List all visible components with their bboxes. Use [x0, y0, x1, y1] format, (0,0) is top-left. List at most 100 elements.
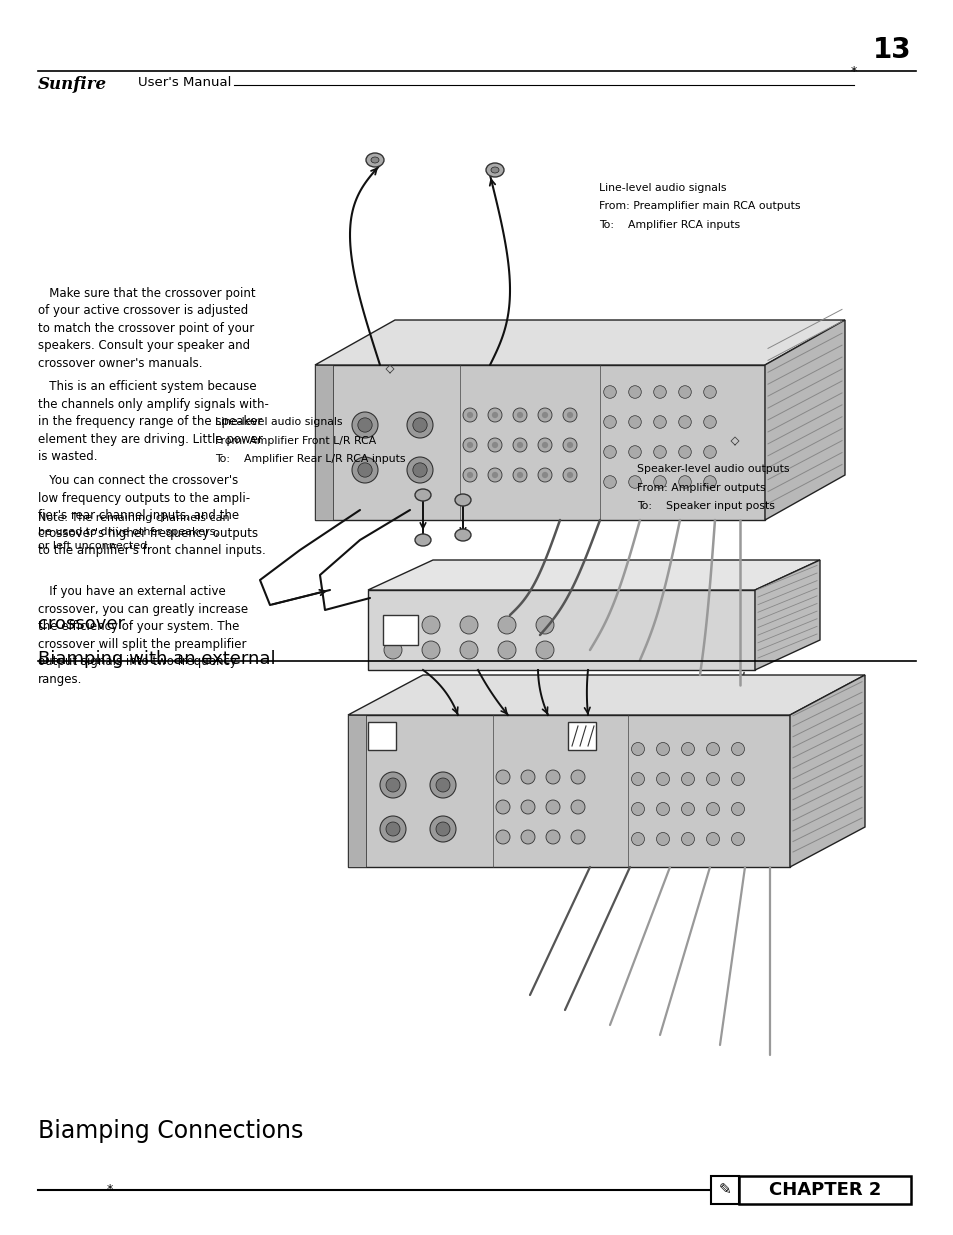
Circle shape [731, 832, 743, 846]
Circle shape [653, 446, 665, 458]
Text: *: * [850, 64, 856, 78]
Bar [567, 722, 596, 750]
Circle shape [357, 463, 372, 477]
Text: To:    Amplifier RCA inputs: To: Amplifier RCA inputs [598, 220, 740, 230]
Text: From: Amplifier outputs: From: Amplifier outputs [637, 483, 765, 493]
Circle shape [656, 742, 669, 756]
Circle shape [407, 457, 433, 483]
Ellipse shape [415, 534, 431, 546]
Circle shape [436, 778, 450, 792]
Circle shape [421, 641, 439, 659]
Circle shape [678, 446, 691, 458]
Circle shape [462, 408, 476, 422]
Text: From: Amplifier Front L/R RCA: From: Amplifier Front L/R RCA [214, 436, 375, 446]
Circle shape [628, 475, 640, 488]
Circle shape [562, 408, 577, 422]
Bar [382, 615, 417, 645]
Ellipse shape [455, 529, 471, 541]
Circle shape [731, 803, 743, 815]
Circle shape [496, 769, 510, 784]
Circle shape [566, 442, 573, 448]
Circle shape [537, 468, 552, 482]
Circle shape [421, 616, 439, 634]
Circle shape [466, 472, 473, 478]
Circle shape [628, 416, 640, 429]
Text: ✎: ✎ [718, 1182, 730, 1198]
Circle shape [352, 457, 377, 483]
Circle shape [571, 769, 584, 784]
Text: Biamping Connections: Biamping Connections [38, 1119, 303, 1142]
Circle shape [536, 641, 554, 659]
Circle shape [680, 832, 694, 846]
Polygon shape [314, 320, 844, 366]
Circle shape [520, 830, 535, 844]
Ellipse shape [491, 167, 498, 173]
Circle shape [562, 468, 577, 482]
Circle shape [517, 472, 522, 478]
Circle shape [517, 411, 522, 419]
Circle shape [706, 742, 719, 756]
Circle shape [653, 475, 665, 488]
Bar [314, 366, 333, 520]
Circle shape [545, 769, 559, 784]
Circle shape [462, 468, 476, 482]
Circle shape [413, 417, 427, 432]
Text: Make sure that the crossover point
of your active crossover is adjusted
to match: Make sure that the crossover point of yo… [38, 287, 255, 369]
Text: Note: The remaining channels can
be used to drive other speakers,
or left unconn: Note: The remaining channels can be used… [38, 513, 230, 551]
Polygon shape [368, 559, 820, 590]
Text: crossover: crossover [38, 615, 125, 634]
Circle shape [466, 442, 473, 448]
Circle shape [603, 446, 616, 458]
Text: Speaker-level audio outputs: Speaker-level audio outputs [637, 464, 789, 474]
Circle shape [680, 742, 694, 756]
Circle shape [631, 742, 644, 756]
Circle shape [545, 800, 559, 814]
Circle shape [520, 800, 535, 814]
Circle shape [656, 832, 669, 846]
Text: Line-level audio signals: Line-level audio signals [214, 417, 342, 427]
Bar [348, 715, 366, 867]
Ellipse shape [455, 494, 471, 506]
Text: This is an efficient system because
the channels only amplify signals with-
in t: This is an efficient system because the … [38, 380, 269, 463]
Text: You can connect the crossover's
low frequency outputs to the ampli-
fier's rear : You can connect the crossover's low freq… [38, 474, 266, 557]
Circle shape [541, 442, 548, 448]
Circle shape [631, 832, 644, 846]
Text: To:    Amplifier Rear L/R RCA inputs: To: Amplifier Rear L/R RCA inputs [214, 454, 405, 464]
Circle shape [566, 411, 573, 419]
Circle shape [656, 803, 669, 815]
Circle shape [496, 830, 510, 844]
Ellipse shape [485, 163, 503, 177]
Text: If you have an external active
crossover, you can greatly increase
the efficienc: If you have an external active crossover… [38, 585, 248, 685]
Circle shape [541, 472, 548, 478]
Circle shape [653, 416, 665, 429]
Circle shape [459, 641, 477, 659]
Circle shape [562, 438, 577, 452]
Polygon shape [754, 559, 820, 671]
Circle shape [566, 472, 573, 478]
Circle shape [379, 816, 406, 842]
Circle shape [379, 772, 406, 798]
Circle shape [653, 385, 665, 399]
Circle shape [492, 472, 497, 478]
Circle shape [628, 446, 640, 458]
Circle shape [357, 417, 372, 432]
Circle shape [413, 463, 427, 477]
Circle shape [706, 773, 719, 785]
Polygon shape [764, 320, 844, 520]
Circle shape [731, 742, 743, 756]
Circle shape [537, 408, 552, 422]
Circle shape [678, 416, 691, 429]
Circle shape [436, 823, 450, 836]
Circle shape [680, 803, 694, 815]
Circle shape [678, 385, 691, 399]
Circle shape [488, 408, 501, 422]
Circle shape [706, 832, 719, 846]
Circle shape [459, 616, 477, 634]
Circle shape [386, 823, 399, 836]
Circle shape [731, 773, 743, 785]
Text: 13: 13 [872, 36, 910, 64]
Circle shape [497, 616, 516, 634]
Circle shape [513, 438, 526, 452]
Polygon shape [789, 676, 864, 867]
Circle shape [513, 408, 526, 422]
